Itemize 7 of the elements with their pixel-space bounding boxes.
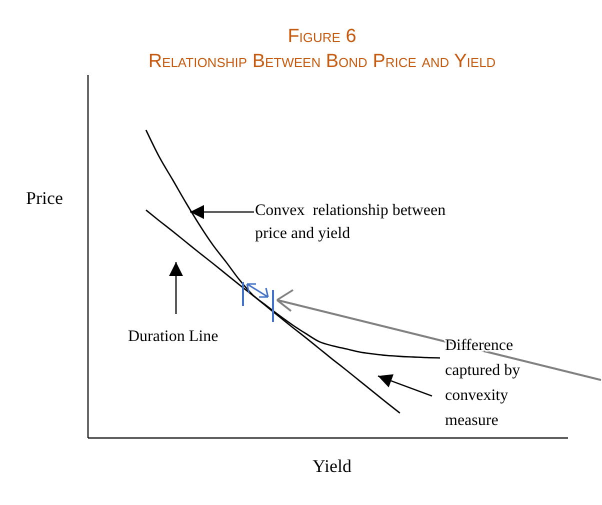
annotation: Difference captured by convexity measure: [445, 337, 520, 429]
chart-subtitle: Relationship Between Bond Price and Yield: [148, 51, 496, 72]
y-axis-title: Price: [26, 188, 63, 208]
annotation: Convex relationship between price and yield: [255, 202, 446, 242]
x-axis-title: Yield: [312, 456, 352, 476]
chart-title: Figure 6: [288, 26, 356, 47]
annotation: Duration Line: [128, 328, 218, 345]
